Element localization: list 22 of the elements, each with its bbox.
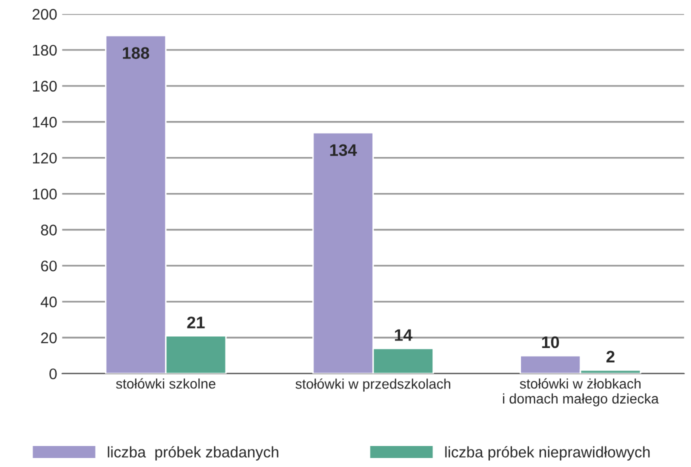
y-tick-label: 20 [41,332,57,344]
x-tick-label: stołówki szkolne [116,378,216,389]
y-tick-label: 100 [33,188,57,200]
legend-label: liczba próbek zbadanych [108,446,278,461]
x-tick-label: stołówki w przedszkolach [296,378,450,392]
y-tick-label: 200 [32,8,57,20]
y-tick-label: 180 [33,44,57,56]
legend-label: liczba próbek nieprawidłowych [445,446,650,461]
y-tick-label: 160 [33,80,57,92]
data-label: 2 [606,350,614,362]
y-tick-label: 140 [33,116,57,128]
data-label: 21 [187,316,205,328]
data-label: 134 [330,144,357,156]
x-tick-label: stołówki w żłobkach i domach małego dziecka [503,378,659,406]
data-label: 188 [122,47,150,59]
y-tick-label: 0 [49,368,57,380]
y-tick-label: 80 [41,224,57,236]
data-label: 14 [394,329,412,341]
y-tick-label: 60 [41,260,57,272]
data-label: 10 [542,336,559,348]
y-tick-label: 120 [33,152,57,164]
y-tick-label: 40 [40,296,57,308]
